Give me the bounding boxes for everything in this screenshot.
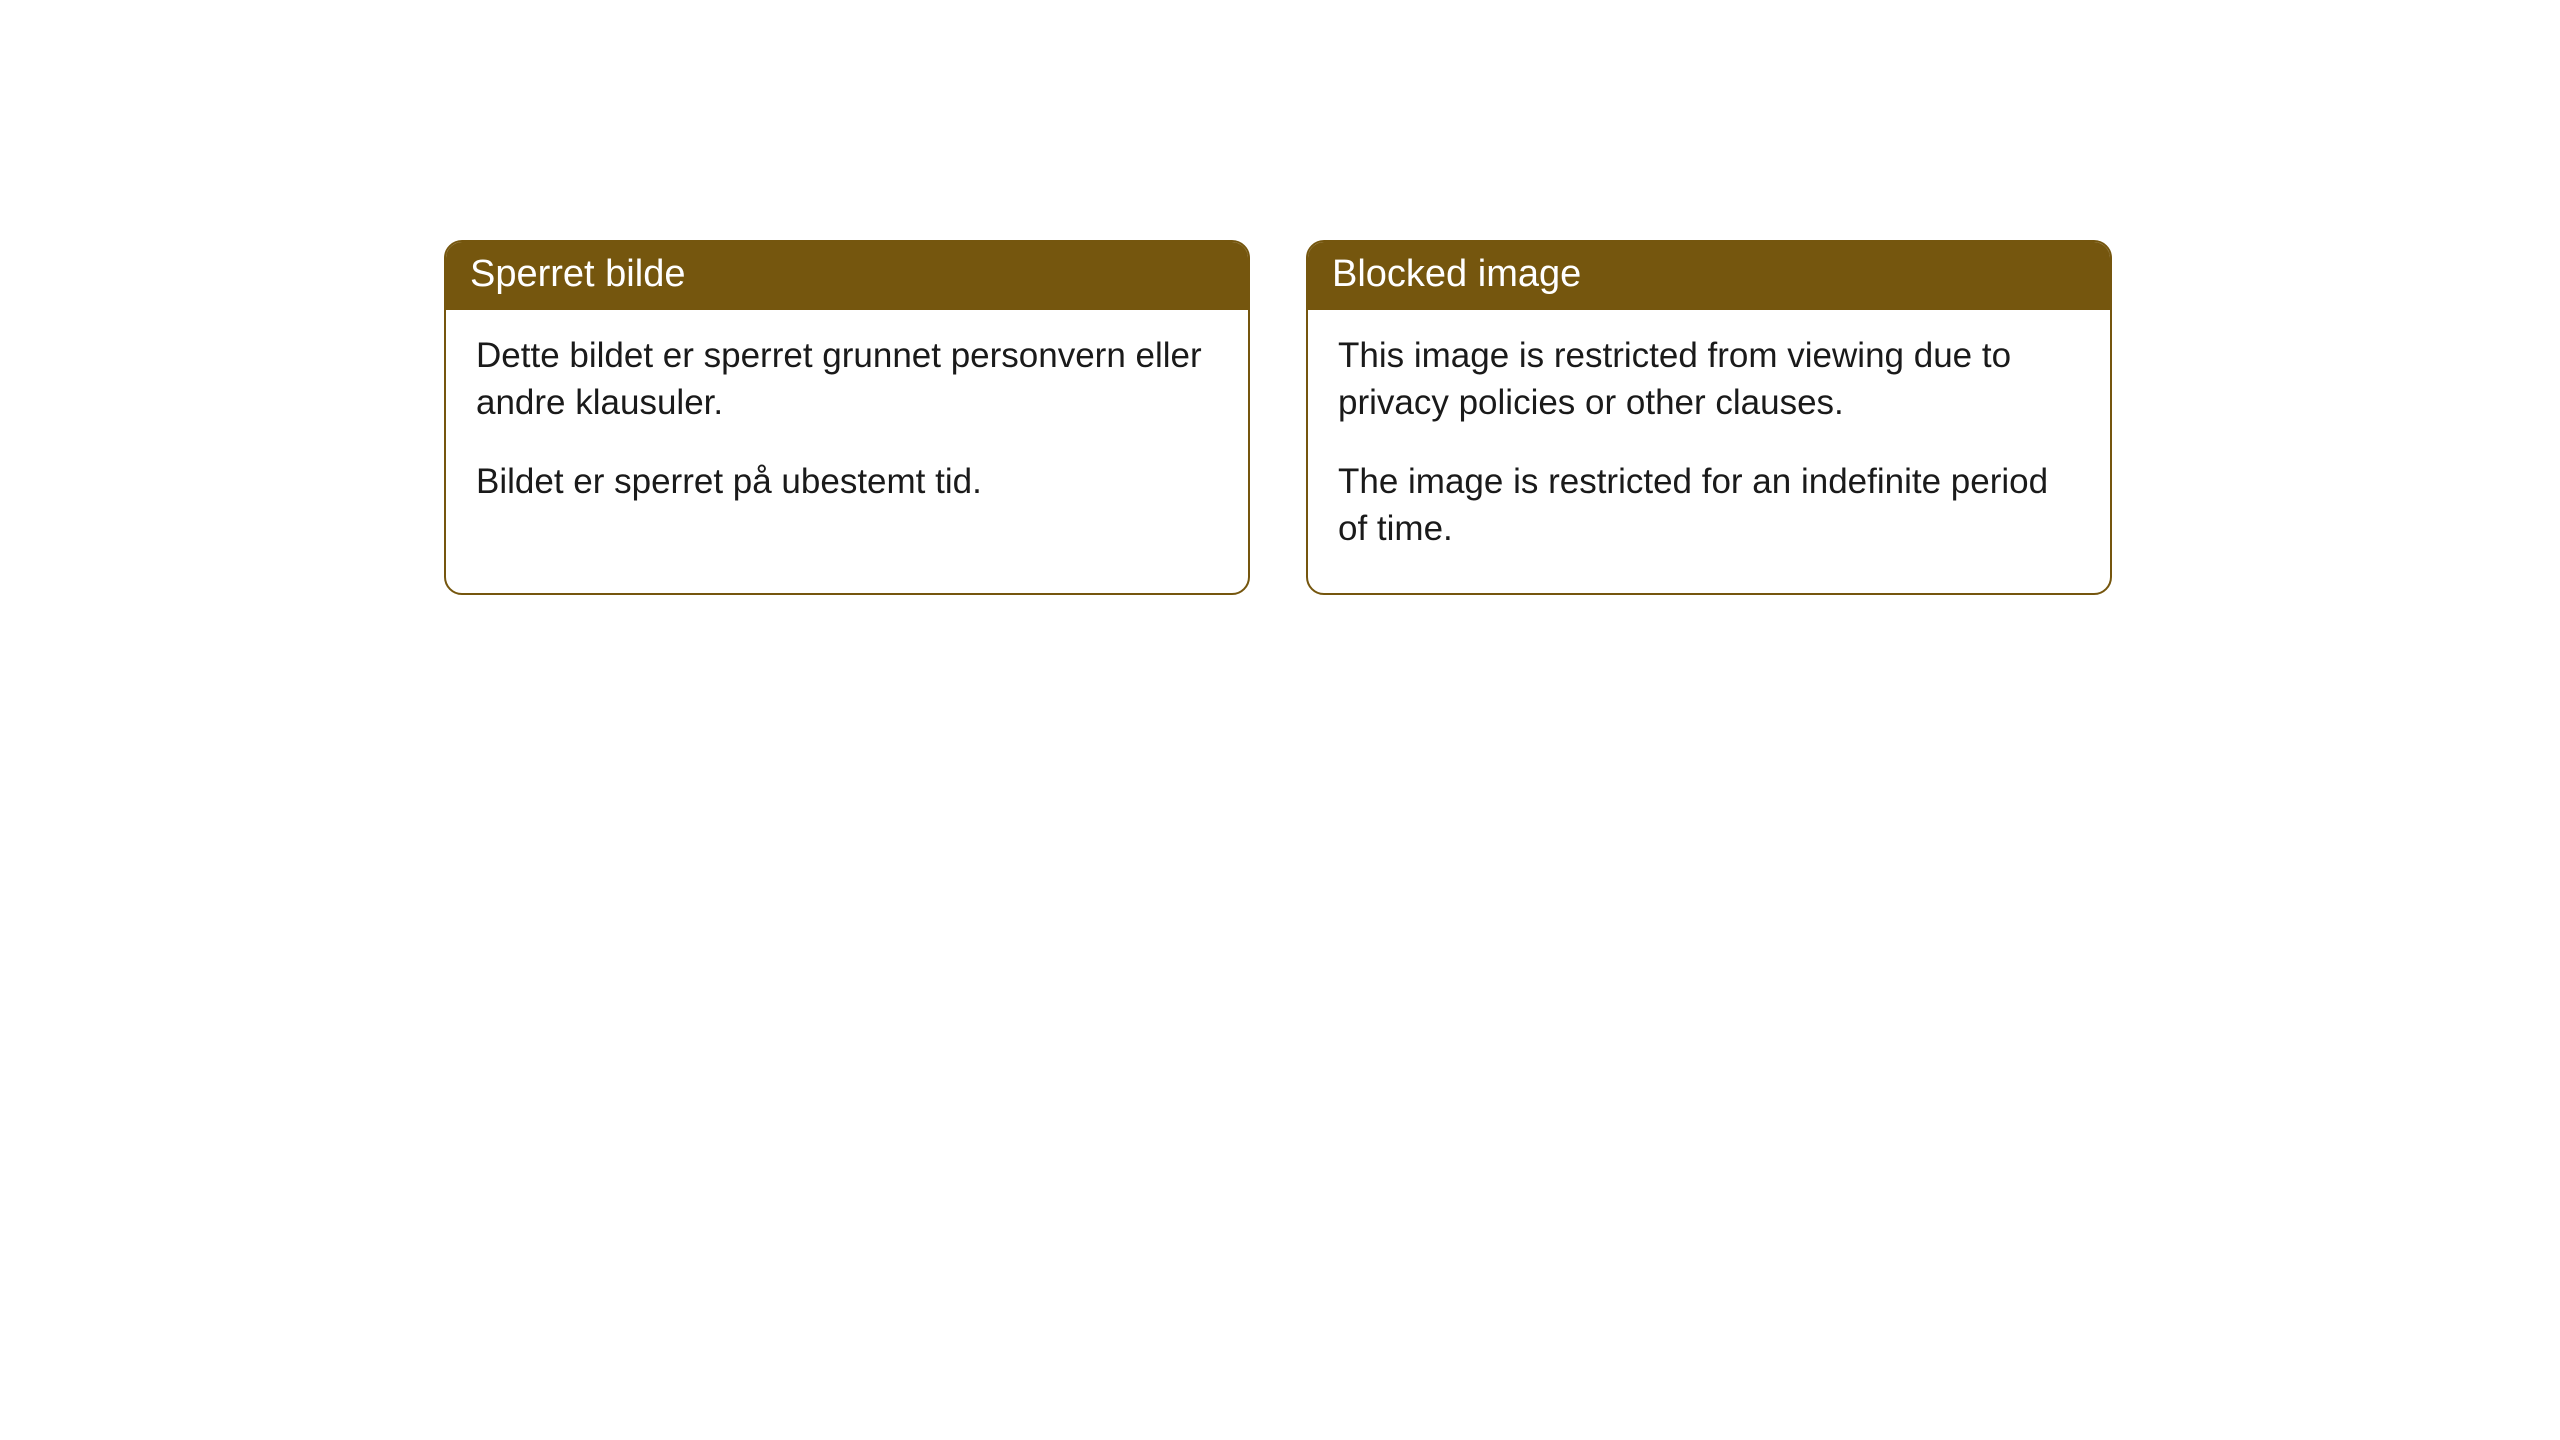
card-paragraph-1-english: This image is restricted from viewing du… — [1338, 332, 2080, 427]
card-body-norwegian: Dette bildet er sperret grunnet personve… — [446, 310, 1248, 546]
blocked-image-card-norwegian: Sperret bilde Dette bildet er sperret gr… — [444, 240, 1250, 595]
notice-cards-container: Sperret bilde Dette bildet er sperret gr… — [0, 0, 2560, 595]
card-body-english: This image is restricted from viewing du… — [1308, 310, 2110, 593]
card-title-english: Blocked image — [1308, 242, 2110, 310]
card-paragraph-1-norwegian: Dette bildet er sperret grunnet personve… — [476, 332, 1218, 427]
card-paragraph-2-norwegian: Bildet er sperret på ubestemt tid. — [476, 458, 1218, 505]
card-paragraph-2-english: The image is restricted for an indefinit… — [1338, 458, 2080, 553]
card-title-norwegian: Sperret bilde — [446, 242, 1248, 310]
blocked-image-card-english: Blocked image This image is restricted f… — [1306, 240, 2112, 595]
